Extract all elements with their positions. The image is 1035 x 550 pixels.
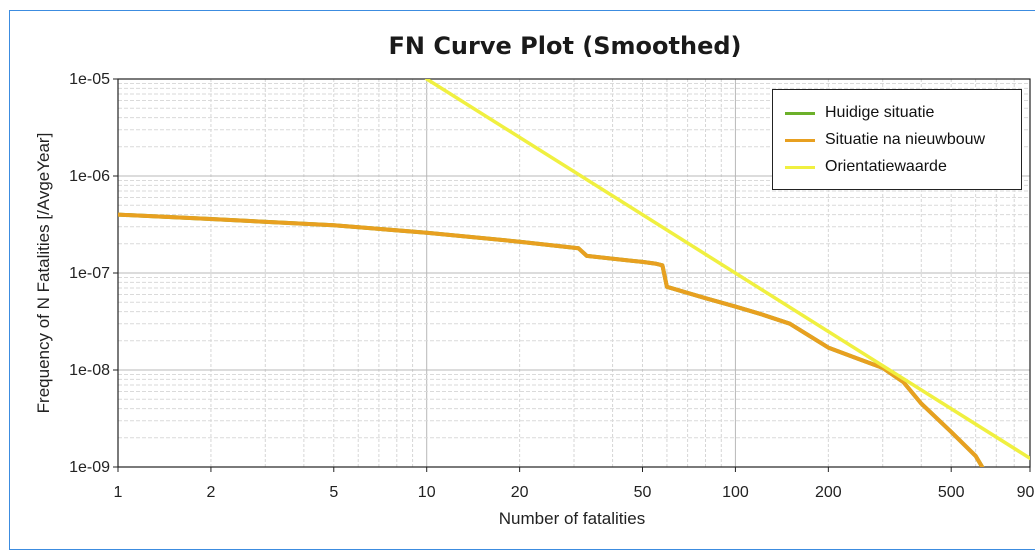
legend-label-nieuwbouw: Situatie na nieuwbouw	[825, 131, 986, 148]
series-line-2	[424, 79, 1030, 461]
x-tick-label: 100	[722, 484, 749, 501]
legend-label-huidige: Huidige situatie	[825, 104, 935, 121]
x-tick-label: 2	[206, 484, 215, 501]
x-tick-label: 50	[634, 484, 652, 501]
legend-item-orientatie: Orientatiewaarde	[785, 155, 947, 179]
legend-swatch-huidige	[785, 111, 815, 115]
x-axis-label: Number of fatalities	[499, 509, 645, 528]
x-tick-label: 1	[114, 484, 123, 501]
legend-swatch-orientatie	[785, 165, 815, 169]
chart-title: FN Curve Plot (Smoothed)	[388, 32, 742, 60]
legend-label-orientatie: Orientatiewaarde	[825, 158, 947, 175]
y-tick-label: 1e-07	[69, 265, 110, 282]
x-tick-label: 500	[938, 484, 965, 501]
x-tick-label: 900	[1017, 484, 1035, 501]
y-axis-label: Frequency of N Fatalities [/AvgeYear]	[34, 133, 53, 414]
x-tick-label: 200	[815, 484, 842, 501]
legend-item-huidige: Huidige situatie	[785, 101, 934, 125]
series-layer	[118, 79, 1030, 467]
y-tick-label: 1e-05	[69, 71, 110, 88]
y-tick-label: 1e-06	[69, 168, 110, 185]
y-tick-label: 1e-09	[69, 459, 110, 476]
series-line-1	[118, 212, 985, 467]
x-tick-label: 5	[329, 484, 338, 501]
x-tick-label: 10	[418, 484, 436, 501]
plot-area: 1 2 5 10 20 50 100 200 500 900 1e-09 1e-08 1e-07 1e-0…	[34, 71, 1035, 528]
y-tick-label: 1e-08	[69, 362, 110, 379]
legend-swatch-nieuwbouw	[785, 138, 815, 142]
legend-item-nieuwbouw: Situatie na nieuwbouw	[785, 128, 985, 152]
legend: Huidige situatie Situatie na nieuwbouw O…	[772, 89, 1022, 190]
tick-layer: 1 2 5 10 20 50 100 200 500 900 1e-09 1e-08 1e-07 1e-0…	[69, 71, 1035, 501]
x-tick-label: 20	[511, 484, 529, 501]
